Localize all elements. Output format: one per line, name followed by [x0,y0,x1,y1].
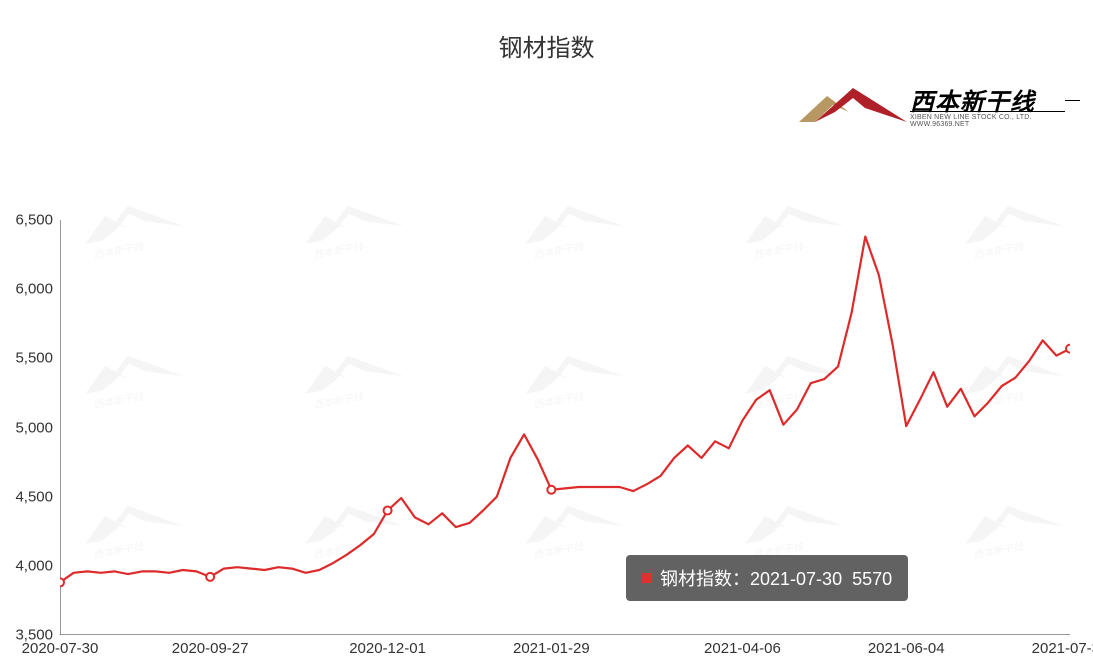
brand-name-en: XIBEN NEW LINE STOCK CO., LTD. WWW.96369… [910,114,1075,128]
tooltip-text: 钢材指数：2021-07-30 5570 [660,565,892,591]
y-tick-label: 4,500 [3,488,53,505]
brand-logo: 西本新干线 XIBEN NEW LINE STOCK CO., LTD. WWW… [795,82,1075,130]
x-tick-label: 2021-01-29 [513,640,590,657]
x-tick-label: 2021-07-30 [1032,640,1093,657]
x-tick-label: 2021-06-04 [868,640,945,657]
x-tick-label: 2020-09-27 [172,640,249,657]
data-point-marker [60,578,64,586]
chart-title: 钢材指数 [0,28,1093,63]
y-tick-label: 5,500 [3,350,53,367]
line-chart [60,220,1070,635]
data-point-marker [1066,345,1070,353]
y-tick-label: 4,000 [3,557,53,574]
series-markers [60,345,1070,587]
data-point-marker [547,486,555,494]
tooltip-marker-icon [642,573,652,583]
x-tick-label: 2021-04-06 [704,640,781,657]
data-point-marker [206,573,214,581]
tooltip: 钢材指数：2021-07-30 5570 [626,555,908,601]
data-point-marker [384,507,392,515]
brand-mountain-icon [795,82,910,130]
y-tick-label: 6,000 [3,281,53,298]
brand-rule [910,111,1065,112]
brand-rule-ext [1065,100,1080,101]
x-tick-label: 2020-07-30 [22,640,99,657]
x-tick-label: 2020-12-01 [349,640,426,657]
y-tick-label: 6,500 [3,212,53,229]
y-tick-label: 5,000 [3,419,53,436]
series-line [60,237,1070,583]
